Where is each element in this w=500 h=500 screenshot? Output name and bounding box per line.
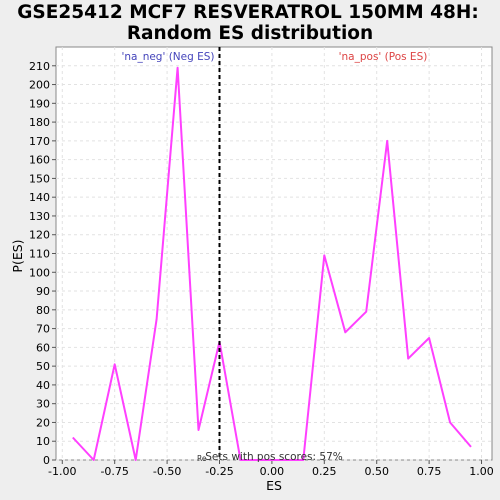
chart-title-line2: Random ES distribution xyxy=(127,23,373,44)
x-tick-label-6: 0.50 xyxy=(364,465,389,478)
neg-es-label: 'na_neg' (Neg ES) xyxy=(121,51,214,63)
sets-pos-scores-label: Sets with pos scores: 57% xyxy=(205,451,342,463)
series-line-0 xyxy=(72,66,472,461)
y-axis-label: P(ES) xyxy=(10,239,25,272)
y-tick-label-12: 120 xyxy=(29,229,50,242)
x-axis-label: ES xyxy=(266,478,282,493)
y-tick-label-4: 40 xyxy=(36,379,50,392)
y-tick-label-7: 70 xyxy=(36,323,50,336)
x-axis-ticks: -1.00 -0.75 -0.50 -0.25 0.00 0.25 0.50 0.75 1.00 xyxy=(48,460,494,478)
series-group xyxy=(72,66,472,461)
y-tick-label-19: 190 xyxy=(29,97,50,110)
x-tick-label-7: 0.75 xyxy=(417,465,442,478)
y-tick-label-13: 130 xyxy=(29,210,50,223)
y-tick-label-1: 10 xyxy=(36,435,50,448)
y-tick-label-6: 60 xyxy=(36,341,50,354)
y-tick-label-2: 20 xyxy=(36,416,50,429)
y-tick-label-10: 100 xyxy=(29,266,50,279)
y-tick-label-11: 110 xyxy=(29,248,50,261)
y-axis-ticks: 0 10 20 30 40 50 60 70 80 90 100 110 120 130 140 150 160… xyxy=(29,60,56,467)
y-tick-label-20: 200 xyxy=(29,79,50,92)
y-tick-label-15: 150 xyxy=(29,172,50,185)
x-tick-label-0: -1.00 xyxy=(48,465,76,478)
x-tick-label-4: 0.00 xyxy=(260,465,285,478)
x-tick-label-3: -0.25 xyxy=(205,465,233,478)
y-tick-label-16: 160 xyxy=(29,154,50,167)
pos-es-label: 'na_pos' (Pos ES) xyxy=(339,51,428,63)
y-tick-label-5: 50 xyxy=(36,360,50,373)
small-annotation: Re xyxy=(197,454,207,463)
x-tick-label-5: 0.25 xyxy=(312,465,337,478)
y-tick-label-8: 80 xyxy=(36,304,50,317)
y-tick-label-3: 30 xyxy=(36,398,50,411)
x-tick-label-8: 1.00 xyxy=(469,465,494,478)
y-tick-label-9: 90 xyxy=(36,285,50,298)
y-tick-label-14: 140 xyxy=(29,191,50,204)
chart-title-line1: GSE25412 MCF7 RESVERATROL 150MM 48H: xyxy=(17,2,479,23)
y-tick-label-17: 170 xyxy=(29,135,50,148)
x-tick-label-2: -0.50 xyxy=(153,465,181,478)
y-tick-label-0: 0 xyxy=(43,454,50,467)
y-tick-label-21: 210 xyxy=(29,60,50,73)
y-tick-label-18: 180 xyxy=(29,116,50,129)
x-tick-label-1: -0.75 xyxy=(100,465,128,478)
